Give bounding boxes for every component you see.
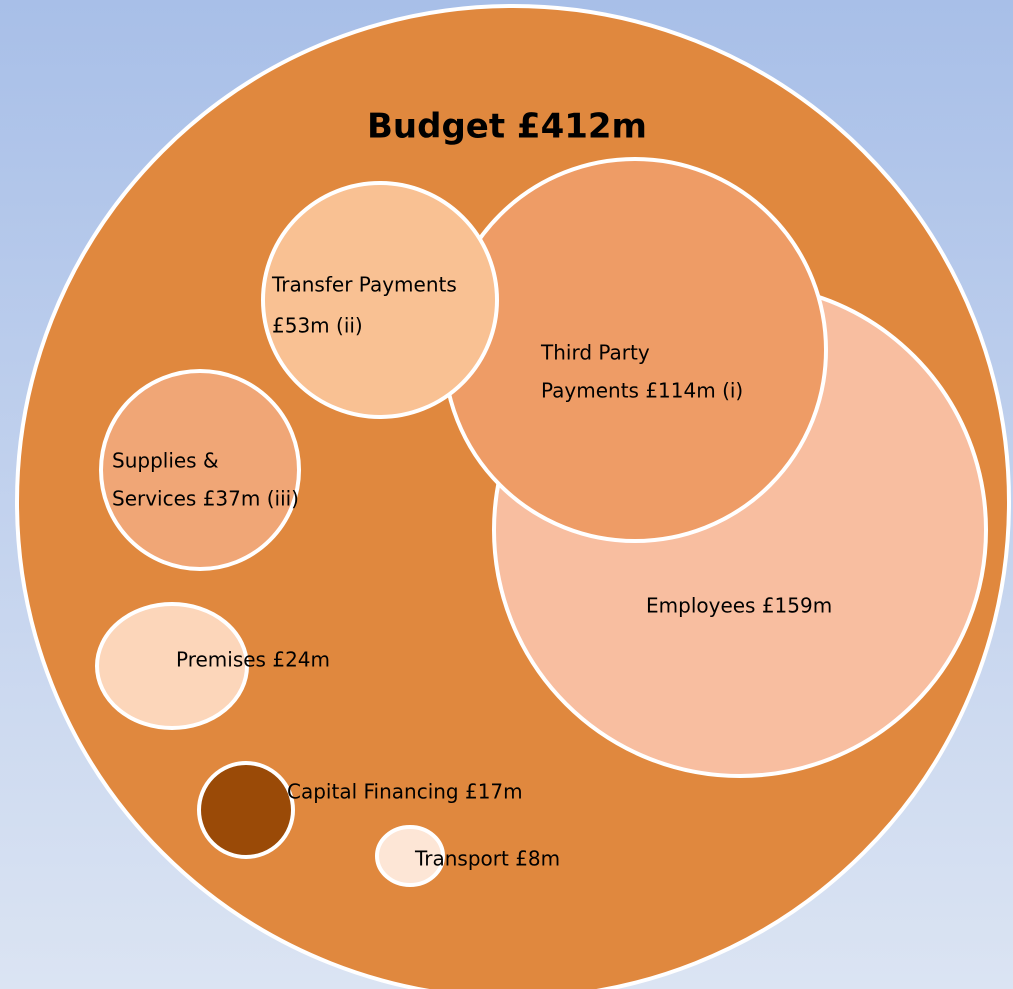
label: Third Party [540, 341, 650, 365]
transfer-circle [261, 181, 499, 419]
label: Transfer Payments [271, 273, 457, 297]
label: Capital Financing £17m [287, 780, 523, 804]
title: Budget £412m [367, 107, 647, 147]
label: Supplies & [112, 449, 219, 473]
label: £53m (ii) [272, 314, 363, 338]
label: Payments £114m (i) [541, 379, 743, 403]
premises-circle [95, 602, 249, 730]
supplies-circle [99, 369, 301, 571]
label: Premises £24m [176, 648, 330, 672]
label: Transport £8m [414, 847, 560, 871]
transport-circle [375, 825, 445, 887]
label: Employees £159m [646, 594, 832, 618]
label: Services £37m (iii) [112, 487, 299, 511]
capital-circle [197, 761, 295, 859]
